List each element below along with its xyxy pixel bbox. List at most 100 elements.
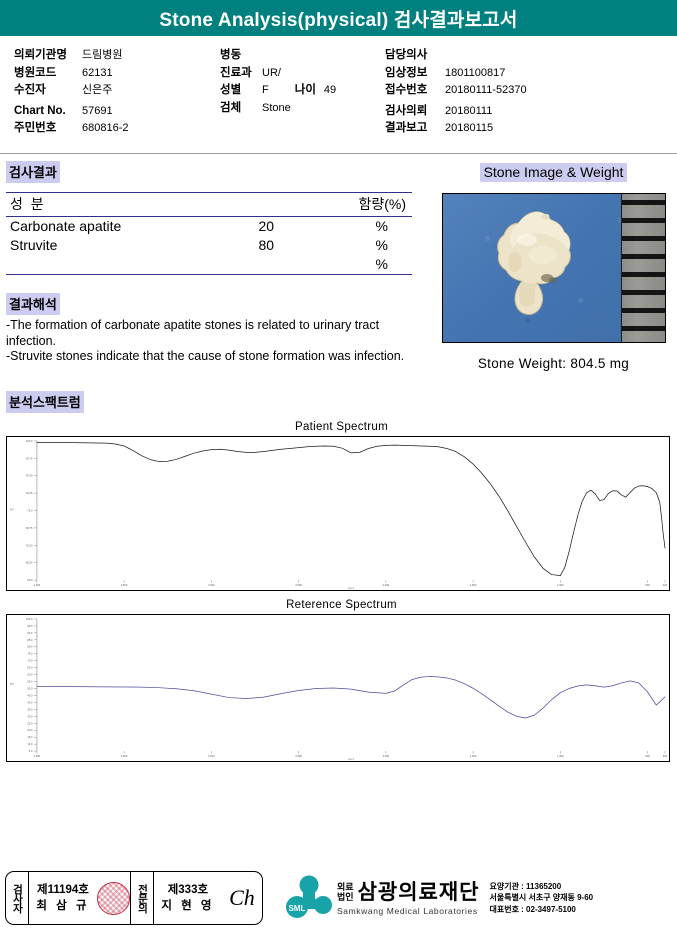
handwritten-signature-icon: Ch [229, 885, 255, 910]
table-row: Struvite 80 % [6, 236, 412, 255]
svg-text:4,000: 4,000 [34, 583, 41, 587]
svg-text:SML: SML [289, 904, 306, 913]
field-value: Stone [262, 101, 291, 114]
svg-text:95.0: 95.0 [27, 624, 33, 628]
field-value: 62131 [82, 66, 113, 79]
patient-header: 의뢰기관명 드림병원 병원코드 62131 수진자 신은주 Chart No. … [0, 38, 677, 154]
specialist-identity: 제333호 지 현 영 [154, 872, 222, 924]
results-heading-wrap: 검사결과 [6, 161, 430, 183]
examiner-name: 최 삼 규 [36, 900, 90, 912]
cell-component: Carbonate apatite [10, 218, 122, 234]
patient-spectrum-title: Patient Spectrum [294, 421, 388, 433]
svg-text:90.0: 90.0 [27, 631, 33, 635]
svg-text:81.25: 81.25 [26, 491, 33, 495]
svg-text:75.0: 75.0 [27, 509, 33, 513]
field-result-reported-date: 결과보고 20180115 [385, 120, 665, 138]
interpretation-heading: 결과해석 [6, 293, 60, 315]
svg-text:1,000: 1,000 [557, 754, 564, 758]
svg-text:%T: %T [10, 682, 14, 686]
svg-text:1,000: 1,000 [557, 583, 564, 587]
table-row: % [6, 255, 412, 275]
corporation-type: 외료 법인 [337, 882, 354, 903]
field-value: 680816-2 [82, 122, 129, 134]
laboratory-name-korean: 삼광의료재단 [357, 880, 480, 904]
svg-text:cm-1: cm-1 [348, 757, 354, 761]
field-label: 검체 [220, 101, 242, 114]
table-header-row: 성 분 함량(%) [6, 192, 412, 217]
svg-text:75.0: 75.0 [27, 652, 33, 656]
patient-info-column-3: 담당의사 임상정보 1801100817 접수번호 20180111-52370… [385, 47, 665, 145]
cell-value: 80 [258, 237, 275, 253]
field-hospital-code: 병원코드 62131 [14, 65, 220, 83]
field-label: Chart No. [14, 104, 66, 117]
field-label: 검사의뢰 [385, 104, 428, 117]
report-title-bar: Stone Analysis(physical) 검사결과보고서 [0, 0, 677, 38]
field-attending-physician: 담당의사 [385, 47, 665, 65]
cell-unit: % [375, 237, 388, 253]
specialist-name: 지 현 영 [161, 900, 215, 912]
examiner-seal [96, 872, 130, 924]
field-label: 담당의사 [385, 49, 428, 61]
svg-text:65.0: 65.0 [27, 666, 33, 670]
patient-info-column-1: 의뢰기관명 드림병원 병원코드 62131 수진자 신은주 Chart No. … [0, 47, 220, 145]
stone-weight-label: Stone Weight: [477, 356, 567, 371]
svg-text:62.50: 62.50 [26, 543, 33, 547]
column-header-content: 함량(%) [358, 196, 406, 212]
kidney-stone-specimen [496, 211, 571, 315]
field-clinical-info: 임상정보 1801100817 [385, 65, 665, 83]
interpretation-heading-wrap: 결과해석 [6, 293, 430, 315]
lab-meta-value: 02-3497-5100 [526, 904, 576, 914]
laboratory-contact-info: 요양기관 : 11365200 서울특별시 서초구 양재동 9-60 대표번호 … [489, 881, 593, 916]
svg-text:25.0: 25.0 [27, 721, 33, 725]
examiner-role-label: 검사자 [11, 883, 24, 913]
field-value: 57691 [82, 104, 113, 117]
measurement-ruler [620, 194, 665, 342]
column-header-component: 성 분 [10, 196, 46, 212]
field-patient-name: 수진자 신은주 [14, 82, 220, 100]
field-label: 수진자 [14, 84, 46, 96]
reference-spectrum-chart: 100.0 95.0 90.0 85.0 80.0 75.0 70.0 65.0 60.0 55.… [6, 614, 670, 762]
specialist-license: 제333호 [167, 884, 209, 896]
field-label: 병동 [220, 49, 242, 61]
lab-meta-label: 요양기관 : [489, 881, 527, 891]
results-column: 검사결과 성 분 함량(%) Carbonate apatite 20 % St… [0, 161, 430, 371]
reference-spectrum-title: Reterence Spectrum [286, 599, 397, 611]
examiner-identity: 제11194호 최 삼 규 [29, 872, 97, 924]
svg-text:3,500: 3,500 [121, 754, 128, 758]
stone-image-column: Stone Image & Weight [430, 161, 677, 371]
field-referring-institution: 의뢰기관명 드림병원 [14, 47, 220, 65]
svg-text:1,500: 1,500 [470, 583, 477, 587]
stone-weight-value: 804.5 [570, 356, 606, 371]
seal-stamp-icon [96, 881, 130, 915]
lab-meta-row: 서울특별시 서초구 양재동 9-60 [489, 892, 593, 904]
field-ward: 병동 [220, 47, 385, 65]
spectra-section: 분석스팩트럼 Patient Spectrum 100.0 93.75 87.50 8… [0, 391, 677, 762]
svg-text:400: 400 [663, 583, 668, 587]
field-sex-age: 성별 F 나이 49 [220, 82, 385, 100]
table-row: Carbonate apatite 20 % [6, 216, 412, 237]
lab-meta-value: 11365200 [526, 881, 562, 891]
cell-component: Struvite [10, 237, 58, 253]
field-value: 신은주 [82, 84, 113, 96]
laboratory-identity: SML 외료 법인 삼광의료재단 Samkwang Medical Labora… [285, 875, 593, 921]
svg-text:3,000: 3,000 [208, 583, 215, 587]
sml-trefoil-logo-icon: SML [285, 875, 333, 921]
svg-text:35.0: 35.0 [27, 707, 33, 711]
svg-text:70.0: 70.0 [27, 659, 33, 663]
cell-unit: % [375, 256, 388, 272]
stone-image-heading: Stone Image & Weight [479, 163, 628, 182]
spectra-heading-wrap: 분석스팩트럼 [6, 391, 677, 413]
svg-text:80.0: 80.0 [27, 645, 33, 649]
svg-text:1,500: 1,500 [470, 754, 477, 758]
svg-text:87.50: 87.50 [26, 474, 33, 478]
stone-weight-unit: mg [609, 356, 630, 371]
field-value: UR/ [262, 66, 281, 79]
svg-text:500: 500 [645, 754, 650, 758]
field-specimen: 검체 Stone [220, 100, 385, 118]
svg-text:2,000: 2,000 [383, 583, 390, 587]
signature-box: 검사자 제11194호 최 삼 규 전문의 제333호 지 현 영 Ch [5, 871, 263, 925]
stone-photograph [441, 193, 666, 343]
field-value-age: 49 [323, 84, 337, 96]
svg-text:cm-1: cm-1 [348, 586, 354, 590]
lab-meta-value: 서울특별시 서초구 양재동 9-60 [489, 893, 594, 903]
